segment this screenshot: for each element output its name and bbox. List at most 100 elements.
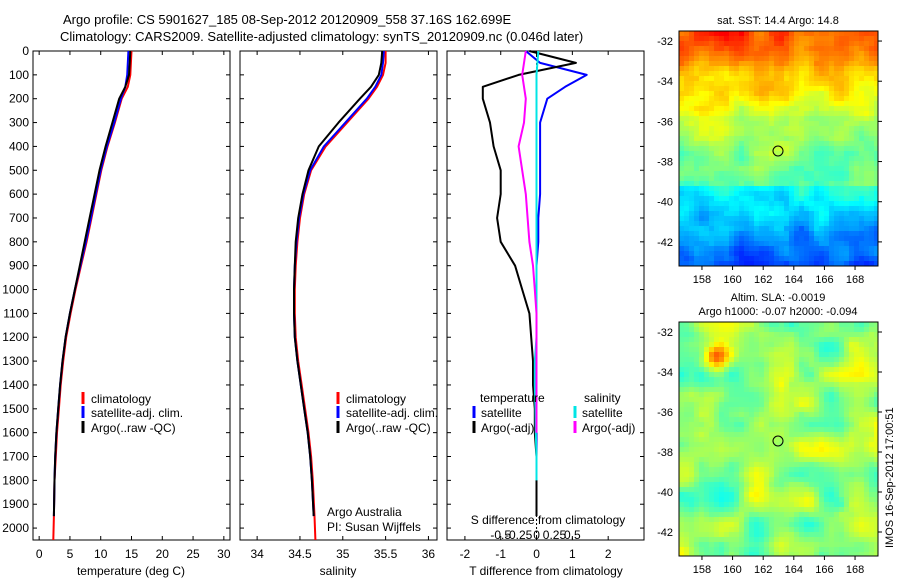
depth-tick-label: 800 <box>9 235 29 249</box>
map-cell <box>769 347 775 353</box>
map-cell <box>714 487 720 493</box>
map-cell <box>849 537 855 543</box>
map-cell <box>819 527 825 533</box>
map-cell <box>754 322 760 328</box>
map-cell <box>714 412 720 418</box>
map-cell <box>689 427 695 433</box>
map-cell <box>714 467 720 473</box>
map-cell <box>774 86 780 92</box>
map-cell <box>689 211 695 217</box>
map-cell <box>864 161 870 167</box>
map-cell <box>734 41 740 47</box>
map-cell <box>734 121 740 127</box>
map-cell <box>849 412 855 418</box>
map-cell <box>769 437 775 443</box>
map-cell <box>789 427 795 433</box>
map-cell <box>849 46 855 52</box>
map-cell <box>799 91 805 97</box>
map-cell <box>784 206 790 212</box>
map-cell <box>789 81 795 87</box>
map-cell <box>704 31 710 37</box>
map-cell <box>864 206 870 212</box>
map-cell <box>759 412 765 418</box>
map-cell <box>764 327 770 333</box>
map-cell <box>774 226 780 232</box>
map-cell <box>864 362 870 368</box>
map-cell <box>724 231 730 237</box>
map-cell <box>844 502 850 508</box>
map-cell <box>719 497 725 503</box>
map-cell <box>754 241 760 247</box>
map-cell <box>709 427 715 433</box>
map-cell <box>799 181 805 187</box>
map-cell <box>734 51 740 57</box>
map-cell <box>759 327 765 333</box>
map-cell <box>874 412 879 418</box>
map-cell <box>804 517 810 523</box>
map-cell <box>794 337 800 343</box>
diff-legend-head-temperature: temperature <box>480 391 545 405</box>
map-cell <box>784 186 790 192</box>
map-cell <box>759 236 765 242</box>
map-cell <box>769 226 775 232</box>
map-cell <box>694 106 700 112</box>
map-cell <box>724 542 730 548</box>
map-cell <box>864 231 870 237</box>
map-cell <box>734 171 740 177</box>
map-cell <box>764 61 770 67</box>
map-cell <box>769 397 775 403</box>
map-cell <box>699 457 705 463</box>
map-cell <box>859 141 865 147</box>
map-cell <box>864 141 870 147</box>
map-cell <box>854 462 860 468</box>
depth-tick-label: 2000 <box>2 521 29 535</box>
map-cell <box>859 397 865 403</box>
map-cell <box>824 342 830 348</box>
map-cell <box>759 457 765 463</box>
map-cell <box>809 432 815 438</box>
map-cell <box>824 211 830 217</box>
map-cell <box>749 447 755 453</box>
map-cell <box>764 377 770 383</box>
map-cell <box>864 166 870 172</box>
map-cell <box>744 186 750 192</box>
map-cell <box>784 437 790 443</box>
map-cell <box>764 422 770 428</box>
depth-tick-label: 400 <box>9 139 29 153</box>
diff-legend-label-t-satellite: satellite <box>481 406 522 420</box>
map-cell <box>849 502 855 508</box>
map-cell <box>724 362 730 368</box>
map-cell <box>829 467 835 473</box>
map-cell <box>754 91 760 97</box>
map-cell <box>689 221 695 227</box>
map-cell <box>749 196 755 202</box>
map-cell <box>849 322 855 328</box>
map-cell <box>754 437 760 443</box>
map-cell <box>724 236 730 242</box>
map-cell <box>804 512 810 518</box>
map-cell <box>799 106 805 112</box>
map-cell <box>779 81 785 87</box>
map-cell <box>729 367 735 373</box>
map-cell <box>824 492 830 498</box>
map-cell <box>759 56 765 62</box>
map-cell <box>804 457 810 463</box>
map-cell <box>779 437 785 443</box>
map-cell <box>734 36 740 42</box>
map-cell <box>844 121 850 127</box>
map-cell <box>739 347 745 353</box>
map-cell <box>859 407 865 413</box>
map-cell <box>874 322 879 328</box>
map-cell <box>814 41 820 47</box>
map-cell <box>749 547 755 553</box>
map-cell <box>789 397 795 403</box>
map-cell <box>834 121 840 127</box>
map-cell <box>764 447 770 453</box>
map-cell <box>694 81 700 87</box>
map-cell <box>764 492 770 498</box>
map-cell <box>869 547 875 553</box>
map-cell <box>694 382 700 388</box>
map-cell <box>824 532 830 538</box>
map-cell <box>759 407 765 413</box>
map-cell <box>774 56 780 62</box>
